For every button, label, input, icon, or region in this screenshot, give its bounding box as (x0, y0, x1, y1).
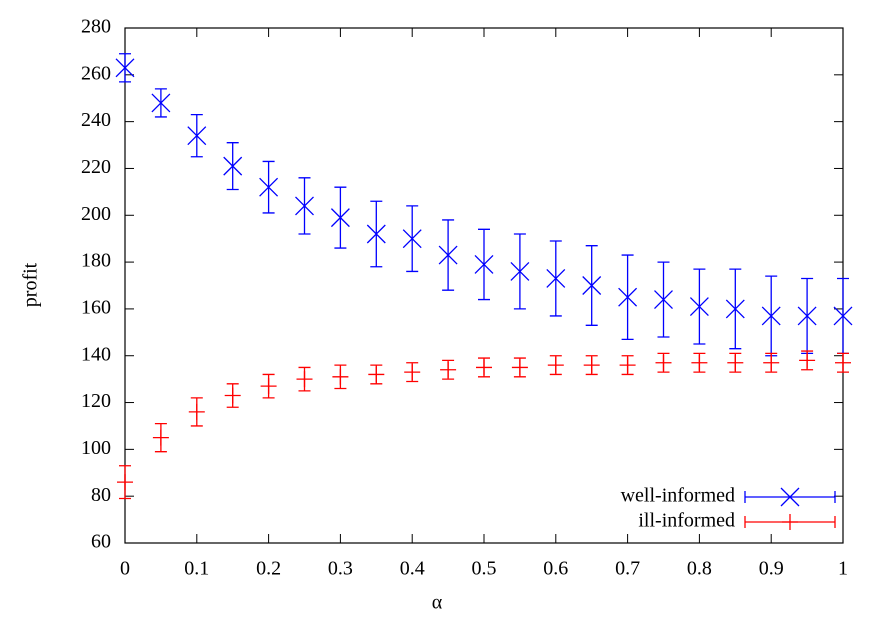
marker (296, 371, 313, 388)
marker (689, 297, 709, 317)
legend-label: ill-informed (638, 510, 735, 532)
marker (223, 156, 243, 176)
x-tick-label: 0.3 (328, 558, 353, 580)
marker (366, 224, 386, 244)
marker (260, 378, 277, 395)
marker (368, 366, 385, 383)
y-tick-label: 240 (81, 109, 111, 131)
marker (224, 387, 241, 404)
marker (833, 306, 853, 326)
marker (440, 361, 457, 378)
marker (691, 354, 708, 371)
marker (295, 196, 314, 216)
legend-label: well-informed (621, 485, 735, 507)
marker (115, 58, 135, 78)
marker (763, 354, 780, 371)
y-tick-label: 200 (81, 203, 111, 225)
marker (582, 276, 602, 295)
x-tick-label: 0.1 (184, 558, 209, 580)
y-tick-label: 120 (81, 390, 111, 412)
marker (725, 299, 745, 319)
marker (799, 352, 816, 369)
y-axis-label: profit (20, 262, 42, 307)
marker (332, 368, 349, 385)
x-tick-label: 0.6 (543, 558, 568, 580)
x-tick-label: 0.2 (256, 558, 281, 580)
marker (402, 229, 422, 249)
x-axis-label: α (432, 592, 443, 614)
y-tick-label: 180 (81, 250, 111, 272)
marker (835, 354, 851, 371)
y-tick-label: 100 (81, 437, 111, 459)
marker (727, 354, 744, 371)
marker (476, 359, 492, 376)
legend-marker (782, 514, 798, 530)
marker (654, 290, 673, 310)
marker (547, 357, 564, 374)
x-tick-label: 0.8 (687, 558, 712, 580)
y-tick-label: 260 (81, 62, 111, 84)
x-tick-label: 0.4 (400, 558, 425, 580)
marker (761, 306, 781, 326)
marker (474, 254, 494, 274)
x-tick-label: 0 (120, 558, 130, 580)
y-tick-label: 220 (81, 156, 111, 178)
marker (404, 364, 421, 381)
marker (117, 474, 133, 491)
marker (619, 357, 636, 374)
marker (187, 126, 207, 146)
marker (618, 287, 638, 307)
y-tick-label: 80 (91, 484, 111, 506)
marker (188, 403, 205, 420)
x-tick-label: 1 (838, 558, 848, 580)
y-tick-label: 140 (81, 343, 111, 365)
x-tick-label: 0.5 (472, 558, 497, 580)
y-tick-label: 160 (81, 297, 111, 319)
marker (510, 261, 530, 281)
x-tick-label: 0.9 (759, 558, 784, 580)
y-tick-label: 280 (81, 16, 111, 38)
marker (655, 354, 672, 371)
marker (797, 306, 817, 326)
marker (259, 177, 279, 197)
marker (583, 357, 600, 374)
x-tick-label: 0.7 (615, 558, 640, 580)
marker (152, 429, 169, 446)
marker (546, 269, 566, 288)
y-tick-label: 60 (91, 531, 111, 553)
marker (330, 208, 350, 228)
marker (151, 93, 171, 113)
marker (438, 245, 458, 265)
marker (511, 359, 528, 376)
legend-marker (780, 487, 800, 507)
